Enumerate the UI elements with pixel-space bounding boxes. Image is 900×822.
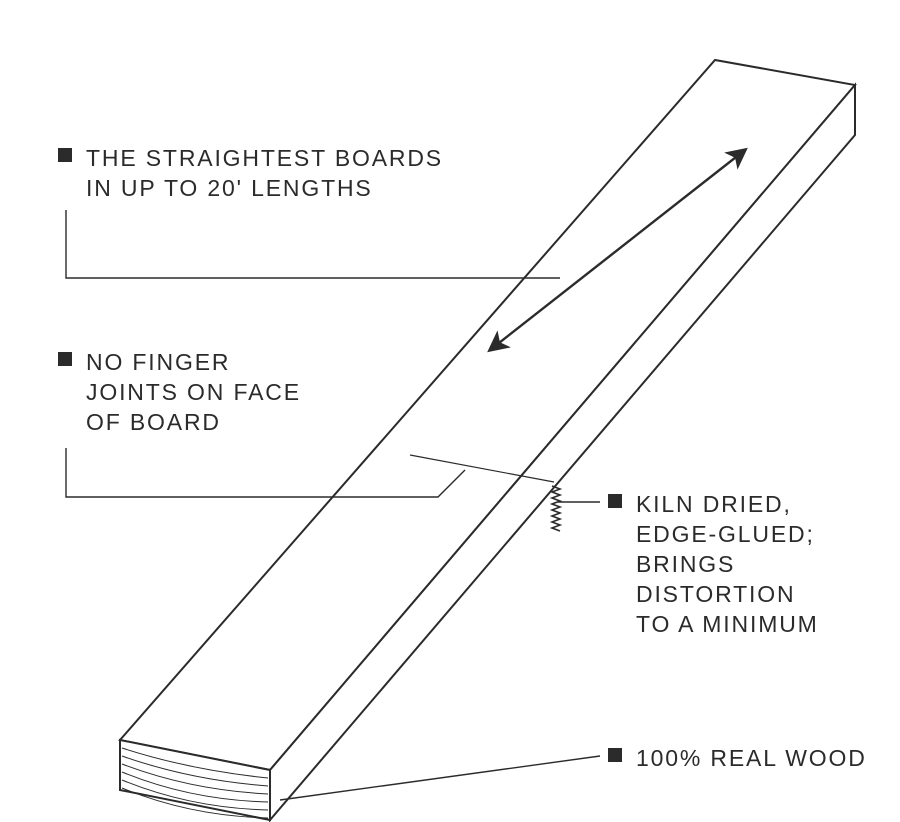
callout-text-line: OF BOARD bbox=[86, 407, 301, 437]
callout-text-line: 100% REAL WOOD bbox=[636, 743, 867, 773]
callout-text-line: BRINGS bbox=[636, 549, 819, 579]
callout-text-line: THE STRAIGHTEST BOARDS bbox=[86, 143, 443, 173]
callout-text-line: KILN DRIED, bbox=[636, 489, 819, 519]
bullet-real-wood bbox=[608, 748, 622, 762]
callout-straightest: THE STRAIGHTEST BOARDS IN UP TO 20' LENG… bbox=[86, 143, 443, 203]
callout-text-line: IN UP TO 20' LENGTHS bbox=[86, 173, 443, 203]
bullet-no-finger-joints bbox=[58, 352, 72, 366]
finger-joint-zigzag bbox=[552, 486, 560, 531]
bullet-kiln-dried bbox=[608, 494, 622, 508]
callout-kiln-dried: KILN DRIED, EDGE-GLUED; BRINGS DISTORTIO… bbox=[636, 489, 819, 639]
callout-text-line: DISTORTION bbox=[636, 579, 819, 609]
leader-straightest bbox=[66, 210, 560, 278]
leader-real-wood bbox=[280, 756, 600, 800]
callout-text-line: EDGE-GLUED; bbox=[636, 519, 819, 549]
callout-real-wood: 100% REAL WOOD bbox=[636, 743, 867, 773]
callout-no-finger-joints: NO FINGER JOINTS ON FACE OF BOARD bbox=[86, 347, 301, 437]
bullet-straightest bbox=[58, 148, 72, 162]
callout-text-line: JOINTS ON FACE bbox=[86, 377, 301, 407]
callout-text-line: NO FINGER bbox=[86, 347, 301, 377]
diagram-stage: THE STRAIGHTEST BOARDS IN UP TO 20' LENG… bbox=[0, 0, 900, 822]
callout-text-line: TO A MINIMUM bbox=[636, 609, 819, 639]
